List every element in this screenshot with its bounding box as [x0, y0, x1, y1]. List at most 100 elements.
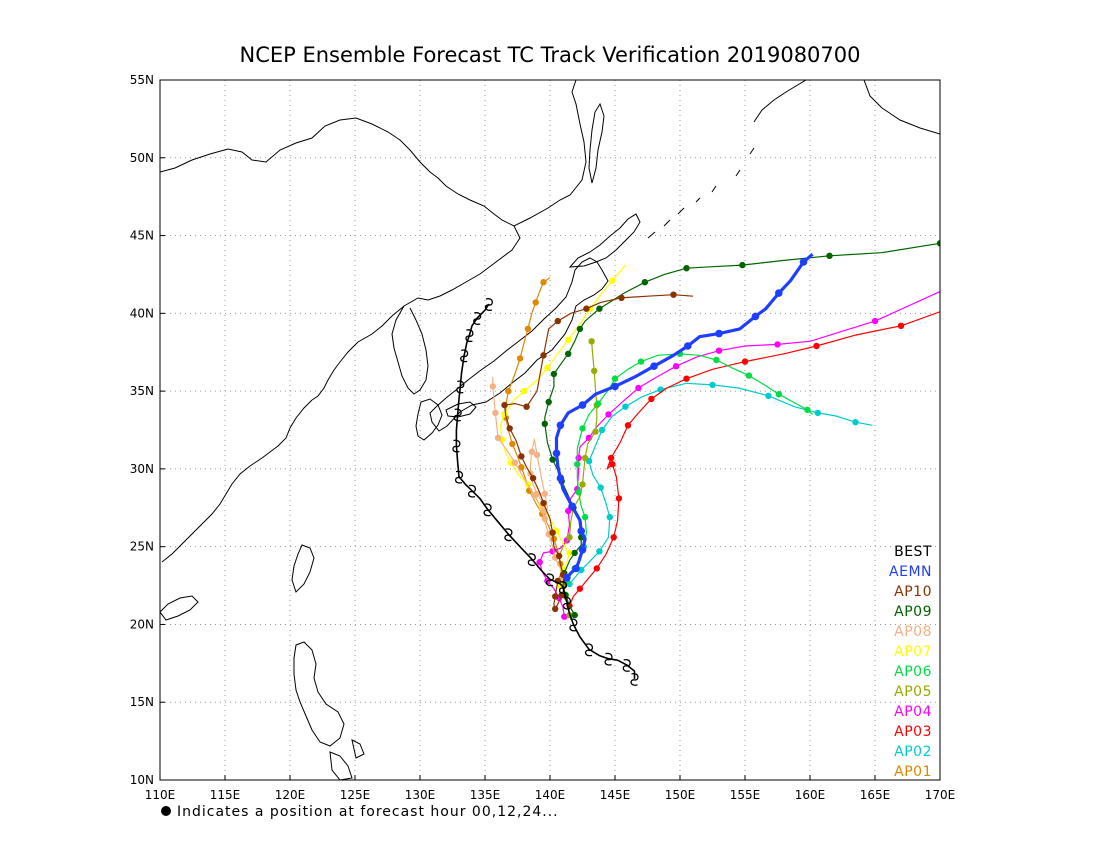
position-marker — [541, 420, 548, 427]
legend-entry-ap05: AP05 — [894, 684, 932, 700]
position-marker — [556, 421, 565, 430]
tc-symbol-marker — [562, 596, 571, 610]
coastlines — [160, 80, 940, 780]
position-marker — [871, 317, 879, 325]
x-tick-label: 110E — [145, 788, 176, 802]
y-tick-label: 45N — [130, 229, 154, 243]
tc-symbol-marker — [630, 672, 639, 686]
tc-symbol-marker — [484, 298, 493, 311]
legend-entry-ap01: AP01 — [894, 764, 932, 780]
position-marker — [618, 294, 625, 301]
x-tick-label: 150E — [665, 788, 696, 802]
position-marker — [509, 440, 516, 448]
position-marker — [814, 409, 821, 417]
position-marker — [609, 461, 616, 468]
legend-entry-ap04: AP04 — [894, 704, 932, 720]
legend-entry-ap06: AP06 — [894, 664, 932, 680]
position-marker — [670, 291, 677, 298]
position-marker — [540, 352, 547, 359]
legend-entry-best: BEST — [894, 544, 932, 560]
position-marker — [565, 336, 572, 343]
position-marker — [593, 565, 600, 572]
track-ap03 — [566, 311, 940, 609]
tc-symbol-marker — [504, 528, 513, 542]
position-marker — [563, 574, 571, 582]
position-marker — [489, 383, 496, 390]
tc-symbol-marker — [460, 349, 469, 363]
position-marker — [492, 409, 499, 417]
position-marker — [550, 535, 558, 543]
position-marker — [610, 534, 617, 541]
footnote: Indicates a position at forecast hour 00… — [177, 804, 559, 820]
position-marker — [597, 484, 604, 491]
position-marker — [555, 552, 563, 560]
position-marker — [826, 252, 833, 259]
position-marker — [813, 342, 820, 350]
position-marker — [524, 325, 532, 333]
tc-symbol-marker — [465, 329, 474, 343]
position-marker — [594, 400, 602, 407]
x-tick-label: 170E — [925, 788, 956, 802]
position-marker — [545, 398, 552, 406]
position-marker — [574, 461, 581, 468]
position-marker — [624, 422, 632, 429]
position-marker — [577, 527, 585, 535]
legend: BEST AEMN AP10 AP09 AP08 AP07 AP06 AP05 AP04 AP03… — [889, 544, 932, 780]
position-marker — [511, 459, 519, 466]
position-marker — [741, 358, 749, 365]
y-tick-label: 40N — [130, 306, 154, 320]
position-marker — [561, 613, 568, 620]
position-marker — [518, 453, 525, 460]
position-marker — [579, 425, 586, 432]
y-tick-label: 10N — [130, 773, 154, 787]
position-marker — [606, 513, 613, 521]
position-marker — [565, 350, 572, 357]
position-marker — [566, 534, 573, 541]
legend-entry-ap10: AP10 — [894, 584, 932, 600]
tc-symbol-marker — [467, 484, 477, 498]
position-marker — [536, 559, 543, 566]
position-marker — [571, 611, 578, 619]
track-aemn — [552, 252, 814, 582]
tc-symbol-marker — [558, 581, 568, 595]
position-marker — [556, 474, 565, 483]
position-marker — [576, 325, 584, 333]
position-marker — [799, 258, 808, 266]
footnote-dot-icon — [161, 806, 171, 816]
position-marker — [804, 406, 811, 413]
x-tick-label: 115E — [210, 788, 241, 802]
position-marker — [683, 265, 690, 272]
position-marker — [531, 492, 538, 499]
position-marker — [641, 279, 649, 286]
position-marker — [581, 513, 589, 521]
position-marker — [552, 605, 559, 613]
position-marker — [635, 384, 642, 392]
x-axis-ticks: 110E 115E 120E 125E 130E 135E 140E 145E 150E 155E… — [145, 775, 956, 802]
tc-symbol-marker — [527, 553, 536, 567]
tc-symbol-marker — [545, 573, 555, 587]
position-marker — [715, 329, 723, 338]
position-marker — [637, 358, 645, 365]
position-marker — [765, 392, 772, 399]
position-marker — [578, 546, 587, 554]
tc-symbol-marker — [622, 658, 631, 672]
position-marker — [605, 411, 612, 418]
track-layer — [452, 240, 940, 686]
position-marker — [576, 585, 584, 592]
position-marker — [775, 289, 783, 297]
position-marker — [596, 305, 603, 312]
position-marker — [775, 391, 782, 398]
position-marker — [672, 363, 680, 370]
position-marker — [578, 401, 587, 409]
position-marker — [528, 448, 535, 455]
tc-symbol-marker — [456, 380, 465, 394]
track-ap09 — [541, 240, 940, 619]
position-marker — [579, 481, 586, 488]
position-marker — [529, 475, 537, 482]
track-best — [452, 298, 639, 686]
y-tick-label: 15N — [130, 695, 154, 709]
legend-entry-aemn: AEMN — [889, 564, 932, 580]
position-marker — [554, 317, 561, 325]
position-marker — [713, 356, 720, 364]
